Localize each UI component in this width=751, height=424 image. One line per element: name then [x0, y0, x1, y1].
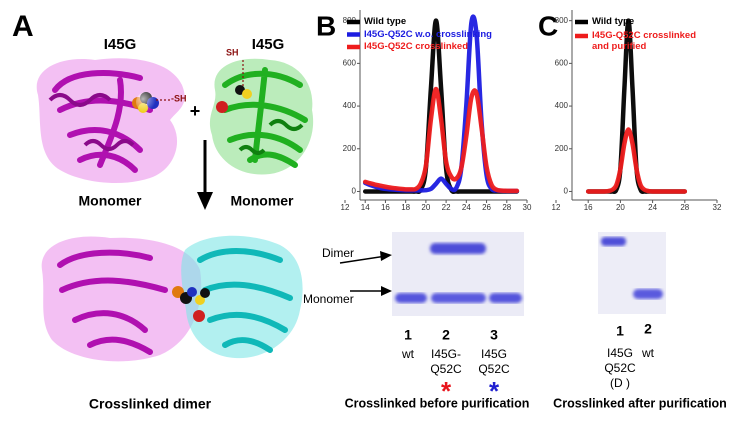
lane-label: Q52C	[604, 361, 636, 375]
lane-star: *	[441, 376, 452, 406]
caption: Crosslinked before purification	[345, 396, 530, 410]
lane-label: (D )	[610, 376, 630, 390]
x-tick-label: 24	[462, 203, 471, 212]
marker-arrow	[350, 286, 392, 296]
lane-number: 2	[442, 327, 450, 343]
x-tick-label: 28	[502, 203, 511, 212]
y-tick-label: 600	[343, 58, 357, 67]
legend-label: I45G-Q52C crosslinked	[364, 41, 469, 52]
lane-number: 1	[616, 323, 624, 339]
panel-letter: C	[538, 10, 558, 41]
gel-marker: Dimer	[322, 246, 354, 260]
chart: 020040060080012141618202224262830	[341, 10, 532, 212]
legend-label: Wild type	[364, 16, 407, 27]
lane-label: wt	[641, 346, 655, 360]
marker-arrow	[339, 251, 392, 264]
panel-letter: A	[12, 10, 34, 43]
plus-sign: +	[190, 101, 201, 121]
caption: Crosslinked after purification	[553, 396, 727, 410]
x-tick-label: 12	[552, 203, 561, 212]
lane-label: I45G-	[431, 347, 461, 361]
legend-label: I45G-Q52C w.o. crosslinking	[364, 28, 492, 40]
y-tick-label: 400	[343, 101, 357, 110]
caption: Monomer	[79, 193, 143, 209]
thiol-label: SH	[226, 47, 239, 57]
x-tick-label: 20	[421, 203, 430, 212]
green-monomer	[209, 58, 314, 175]
y-tick-label: 200	[555, 144, 569, 153]
lane-number: 2	[644, 321, 652, 337]
lane-label: I45G	[607, 346, 633, 360]
lane-label: Q52C	[478, 362, 510, 376]
caption: Crosslinked dimer	[89, 396, 212, 412]
gel-image	[392, 232, 524, 316]
down-arrow	[197, 140, 213, 210]
gel-image	[598, 232, 666, 314]
x-tick-label: 12	[341, 203, 350, 212]
x-tick-label: 24	[648, 203, 657, 212]
magenta-monomer	[36, 58, 185, 184]
y-tick-label: 600	[555, 58, 569, 67]
x-tick-label: 16	[381, 203, 390, 212]
lane-star: *	[489, 376, 500, 406]
x-tick-label: 18	[401, 203, 410, 212]
chart: 0 200 400 600 800 12 16 20 24 28 32	[552, 10, 722, 212]
series-line	[585, 127, 688, 194]
x-tick-label: 30	[523, 203, 532, 212]
x-tick-label: 32	[713, 203, 722, 212]
lane-label: wt	[401, 347, 415, 361]
y-tick-label: 0	[564, 187, 569, 196]
thiol-label: -SH	[171, 93, 187, 103]
gel-marker: Monomer	[303, 292, 354, 306]
x-tick-label: 14	[361, 203, 370, 212]
x-tick-label: 16	[584, 203, 593, 212]
y-tick-label: 200	[343, 144, 357, 153]
lane-label: I45G	[481, 347, 507, 361]
caption: Monomer	[231, 193, 295, 209]
x-tick-label: 22	[442, 203, 451, 212]
lane-number: 1	[404, 327, 412, 343]
y-tick-label: 800	[555, 16, 569, 25]
panel-letter: B	[316, 10, 336, 41]
lane-label: Q52C	[430, 362, 462, 376]
y-tick-label: 0	[352, 187, 357, 196]
x-tick-label: 28	[680, 203, 689, 212]
legend-label: I45G-Q52C crosslinked and purified	[592, 30, 697, 52]
protein-name: I45G	[252, 36, 285, 53]
lane-number: 3	[490, 327, 498, 343]
series-line	[362, 86, 520, 194]
protein-name: I45G	[104, 36, 137, 53]
y-tick-label: 400	[555, 101, 569, 110]
legend-label: Wild type	[592, 16, 635, 27]
x-tick-label: 20	[616, 203, 625, 212]
x-tick-label: 26	[482, 203, 491, 212]
crosslinked-dimer	[41, 235, 303, 362]
